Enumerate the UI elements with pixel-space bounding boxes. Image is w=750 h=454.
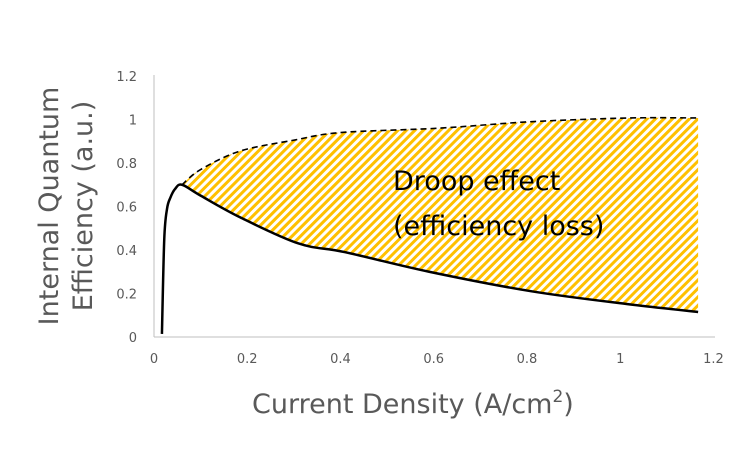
x-tick-label: 1.2 <box>703 352 724 367</box>
y-tick-label: 1 <box>129 114 137 129</box>
x-tick-label: 0.2 <box>237 352 258 367</box>
y-tick-label: 1.2 <box>116 70 137 85</box>
y-axis-title-line2: Efficiency (a.u.) <box>68 101 99 312</box>
x-tick-label: 1 <box>616 352 624 367</box>
x-tick-label: 0.4 <box>330 352 351 367</box>
x-axis-title-sup: 2 <box>552 387 563 407</box>
x-axis-title: Current Density (A/cm2) <box>252 387 574 420</box>
y-tick-label: 0.8 <box>116 157 137 172</box>
y-tick-label: 0.4 <box>116 244 137 259</box>
series-ideal-dashed <box>181 116 699 186</box>
y-tick-label: 0.6 <box>116 201 137 216</box>
annotation-line2: (efficiency loss) <box>393 211 604 242</box>
x-tick-label: 0.8 <box>517 352 538 367</box>
y-tick-label: 0 <box>129 331 137 346</box>
series-iqe-solid <box>160 183 699 334</box>
x-axis-title-end: ) <box>563 389 574 420</box>
x-axis-title-main: Current Density (A/cm <box>252 389 552 420</box>
annotation-line1: Droop effect <box>393 166 560 197</box>
y-tick-label: 0.2 <box>116 288 137 303</box>
x-tick-label: 0.6 <box>423 352 444 367</box>
x-tick-label: 0 <box>150 352 158 367</box>
y-axis-title-line1: Internal Quantum <box>34 87 65 326</box>
droop-area <box>181 117 699 312</box>
